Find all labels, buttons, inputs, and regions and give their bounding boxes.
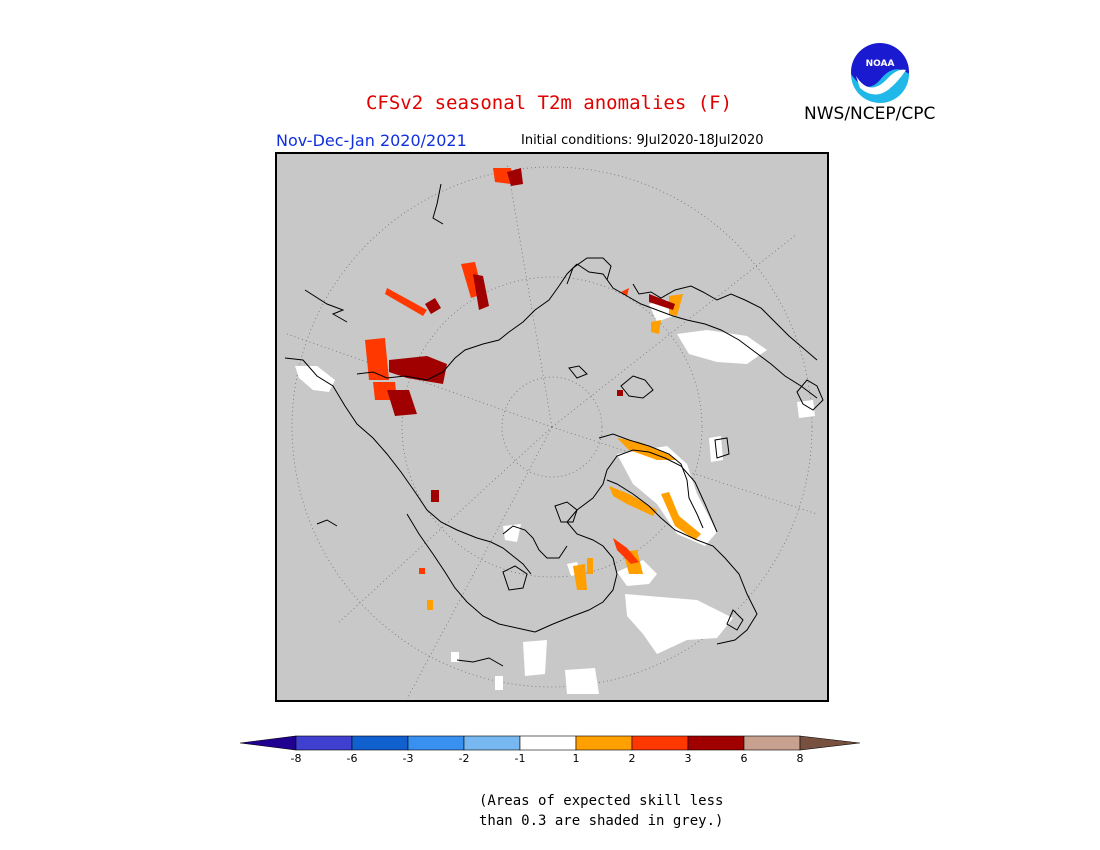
- white-patch: [295, 366, 335, 392]
- coastline: [568, 365, 588, 379]
- orange-patch: [669, 294, 683, 316]
- coastline: [566, 257, 612, 285]
- coastline: [632, 283, 818, 361]
- coastline: [432, 183, 444, 225]
- white-patch: [797, 400, 815, 418]
- legend-color-box: [295, 735, 353, 751]
- legend-color-box: [463, 735, 521, 751]
- legend-color-box: [575, 735, 633, 751]
- legend-color-box: [631, 735, 689, 751]
- coastline: [502, 525, 568, 559]
- legend-tick-label: -2: [458, 752, 470, 765]
- meridian-line: [506, 163, 553, 428]
- legend-tick-label: 3: [684, 752, 692, 765]
- coastline: [356, 263, 578, 381]
- legend-arrow-low: [240, 735, 297, 751]
- agency-label: NWS/NCEP/CPC: [804, 104, 936, 124]
- orange-patch: [609, 486, 657, 516]
- dark-red-patch: [431, 490, 439, 502]
- red-patch: [419, 568, 425, 574]
- coastline: [304, 289, 348, 323]
- legend-tick-label: 6: [740, 752, 748, 765]
- initial-conditions-label: Initial conditions: 9Jul2020-18Jul2020: [521, 133, 764, 148]
- legend-color-box: [407, 735, 465, 751]
- red-patch: [365, 338, 389, 380]
- coastline: [796, 379, 824, 411]
- coastline: [554, 501, 578, 523]
- polar-map: [275, 152, 829, 702]
- meridian-line: [551, 426, 818, 515]
- legend-tick-label: -8: [290, 752, 302, 765]
- coastline: [456, 657, 504, 667]
- color-legend-bar: [240, 735, 860, 751]
- legend-color-box: [351, 735, 409, 751]
- dark-red-patch: [425, 298, 441, 314]
- polar-map-svg: [277, 154, 827, 700]
- white-patch: [495, 676, 503, 690]
- legend-color-box: [743, 735, 801, 751]
- skill-note-line2: than 0.3 are shaded in grey.): [479, 813, 724, 829]
- coastline: [576, 263, 818, 399]
- latitude-circle: [291, 166, 813, 688]
- orange-patch: [661, 492, 701, 540]
- white-patch: [625, 594, 733, 654]
- legend-tick-label: 2: [628, 752, 636, 765]
- white-patch: [451, 652, 459, 662]
- orange-patch: [587, 558, 593, 574]
- meridian-line: [336, 426, 553, 625]
- meridian-line: [286, 333, 553, 428]
- coastline: [620, 375, 654, 399]
- white-patch: [523, 640, 547, 676]
- white-patch: [677, 330, 767, 364]
- orange-patch: [651, 320, 661, 334]
- orange-patch: [427, 600, 433, 610]
- coastline: [598, 433, 704, 529]
- dark-red-patch: [473, 274, 489, 310]
- coastline: [316, 519, 338, 527]
- coastline: [726, 609, 744, 631]
- dark-red-patch: [507, 168, 523, 186]
- legend-color-box: [519, 735, 577, 751]
- season-label: Nov-Dec-Jan 2020/2021: [276, 131, 467, 150]
- noaa-logo-text: NOAA: [866, 59, 895, 69]
- legend-tick-label: 1: [572, 752, 580, 765]
- red-patch: [385, 288, 427, 316]
- warm-1-2-areas: [427, 294, 701, 610]
- coastline: [714, 437, 730, 459]
- legend-tick-label: 8: [796, 752, 804, 765]
- noaa-logo: NOAA: [848, 40, 912, 104]
- legend-tick-label: -3: [402, 752, 414, 765]
- coastlines: [284, 183, 824, 667]
- coastline: [606, 479, 758, 645]
- legend-color-box: [687, 735, 745, 751]
- skill-note-line1: (Areas of expected skill less: [479, 793, 724, 809]
- legend-tick-label: -1: [514, 752, 526, 765]
- coastline: [534, 449, 718, 633]
- dark-red-patch: [617, 390, 623, 396]
- white-patch: [503, 524, 521, 542]
- coastline: [284, 357, 532, 575]
- orange-patch: [617, 438, 677, 460]
- orange-patch: [573, 564, 587, 590]
- chart-title: CFSv2 seasonal T2m anomalies (F): [365, 92, 733, 114]
- dark-red-patch: [387, 390, 417, 416]
- latitude-circle: [501, 376, 603, 478]
- warm-3-6-areas: [387, 168, 675, 502]
- dark-red-patch: [649, 294, 675, 310]
- meridian-line: [406, 426, 553, 700]
- legend-tick-label: -6: [346, 752, 358, 765]
- white-patch: [565, 668, 599, 694]
- skill-note: (Areas of expected skill less than 0.3 a…: [479, 791, 723, 831]
- coastline: [502, 565, 528, 591]
- legend-arrow-high: [799, 735, 860, 751]
- latitude-circle: [401, 276, 703, 578]
- coastline: [406, 513, 536, 633]
- red-patch: [621, 288, 629, 296]
- red-patch: [613, 538, 639, 564]
- graticule: [286, 163, 818, 700]
- red-patch: [493, 168, 511, 184]
- warm-2-3-areas: [365, 168, 639, 574]
